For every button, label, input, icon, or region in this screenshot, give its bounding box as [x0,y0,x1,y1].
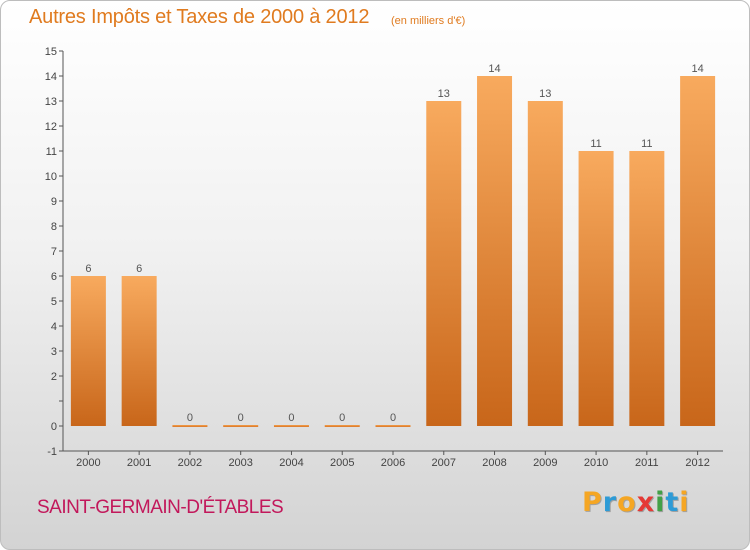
x-tick-label-2003: 2003 [228,457,252,469]
chart-title: Autres Impôts et Taxes de 2000 à 2012 [29,6,370,28]
y-tick-label: 6 [51,271,57,283]
y-tick-label: 3 [51,346,57,358]
commune-name: SAINT-GERMAIN-D'ÉTABLES [37,497,284,518]
value-label-2007: 13 [438,88,450,100]
value-label-2000: 6 [85,263,91,275]
value-label-2002: 0 [187,412,193,424]
bar-2011 [629,151,665,426]
bar-2012 [680,76,716,426]
y-tick-label: 12 [45,121,57,133]
x-tick-label-2008: 2008 [482,457,506,469]
x-tick-label-2004: 2004 [279,457,303,469]
x-tick-label-2012: 2012 [685,457,709,469]
x-tick-label-2001: 2001 [127,457,151,469]
bar-2003 [223,425,259,427]
bar-2000 [70,276,106,426]
bar-2009 [527,101,563,426]
bar-2007 [426,101,462,426]
y-tick-label: 2 [51,371,57,383]
bar-2010 [578,151,614,426]
value-label-2012: 14 [691,63,703,75]
x-tick-label-2011: 2011 [635,457,659,469]
value-label-2010: 11 [590,138,601,150]
bar-2001 [121,276,157,426]
y-tick-label: 10 [45,171,57,183]
logo-letter: P [582,487,603,518]
value-label-2006: 0 [390,412,396,424]
y-tick-label: 15 [45,46,57,58]
value-label-2005: 0 [339,412,345,424]
x-tick-label-2009: 2009 [533,457,557,469]
logo-letter: i [655,487,666,518]
logo-letter: r [602,487,618,518]
value-label-2011: 11 [641,138,652,150]
x-tick-label-2002: 2002 [178,457,202,469]
chart-labels: 6 2000 6 2001 0 2002 0 2003 0 2004 0 2005 0 2006 13 200… [76,63,710,469]
x-tick-label-2005: 2005 [330,457,354,469]
y-tick-label: 4 [51,321,57,333]
x-tick-label-2010: 2010 [584,457,608,469]
chart-unit: (en milliers d'€) [391,15,466,27]
bar-2004 [273,425,309,427]
y-tick-label: 5 [51,296,57,308]
value-label-2008: 14 [488,63,500,75]
logo-letter: x [636,487,656,518]
x-tick-label-2007: 2007 [432,457,456,469]
y-tick-label: 11 [46,146,57,158]
chart-axes: -1 0 2 3 4 5 6 7 8 9 10 11 12 13 14 15 [45,46,723,458]
proxiti-logo: Proxiti [582,487,690,518]
y-tick-label: 8 [51,221,57,233]
value-label-2004: 0 [288,412,294,424]
chart-bars [70,76,716,427]
logo-letter: t [665,487,680,518]
value-label-2003: 0 [238,412,244,424]
y-tick-label: 14 [45,71,57,83]
bar-2002 [172,425,208,427]
logo-letter: o [617,487,637,518]
x-tick-label-2006: 2006 [381,457,405,469]
bar-2006 [375,425,411,427]
logo-letter: i [679,487,690,518]
y-tick-label: -1 [47,446,57,458]
y-tick-label: 13 [45,96,57,108]
value-label-2001: 6 [136,263,142,275]
value-label-2009: 13 [539,88,551,100]
y-tick-label: 7 [51,246,57,258]
x-tick-label-2000: 2000 [76,457,100,469]
bar-2008 [477,76,513,426]
y-tick-label: 9 [51,196,57,208]
y-tick-label: 0 [51,421,57,433]
bar-2005 [324,425,360,427]
